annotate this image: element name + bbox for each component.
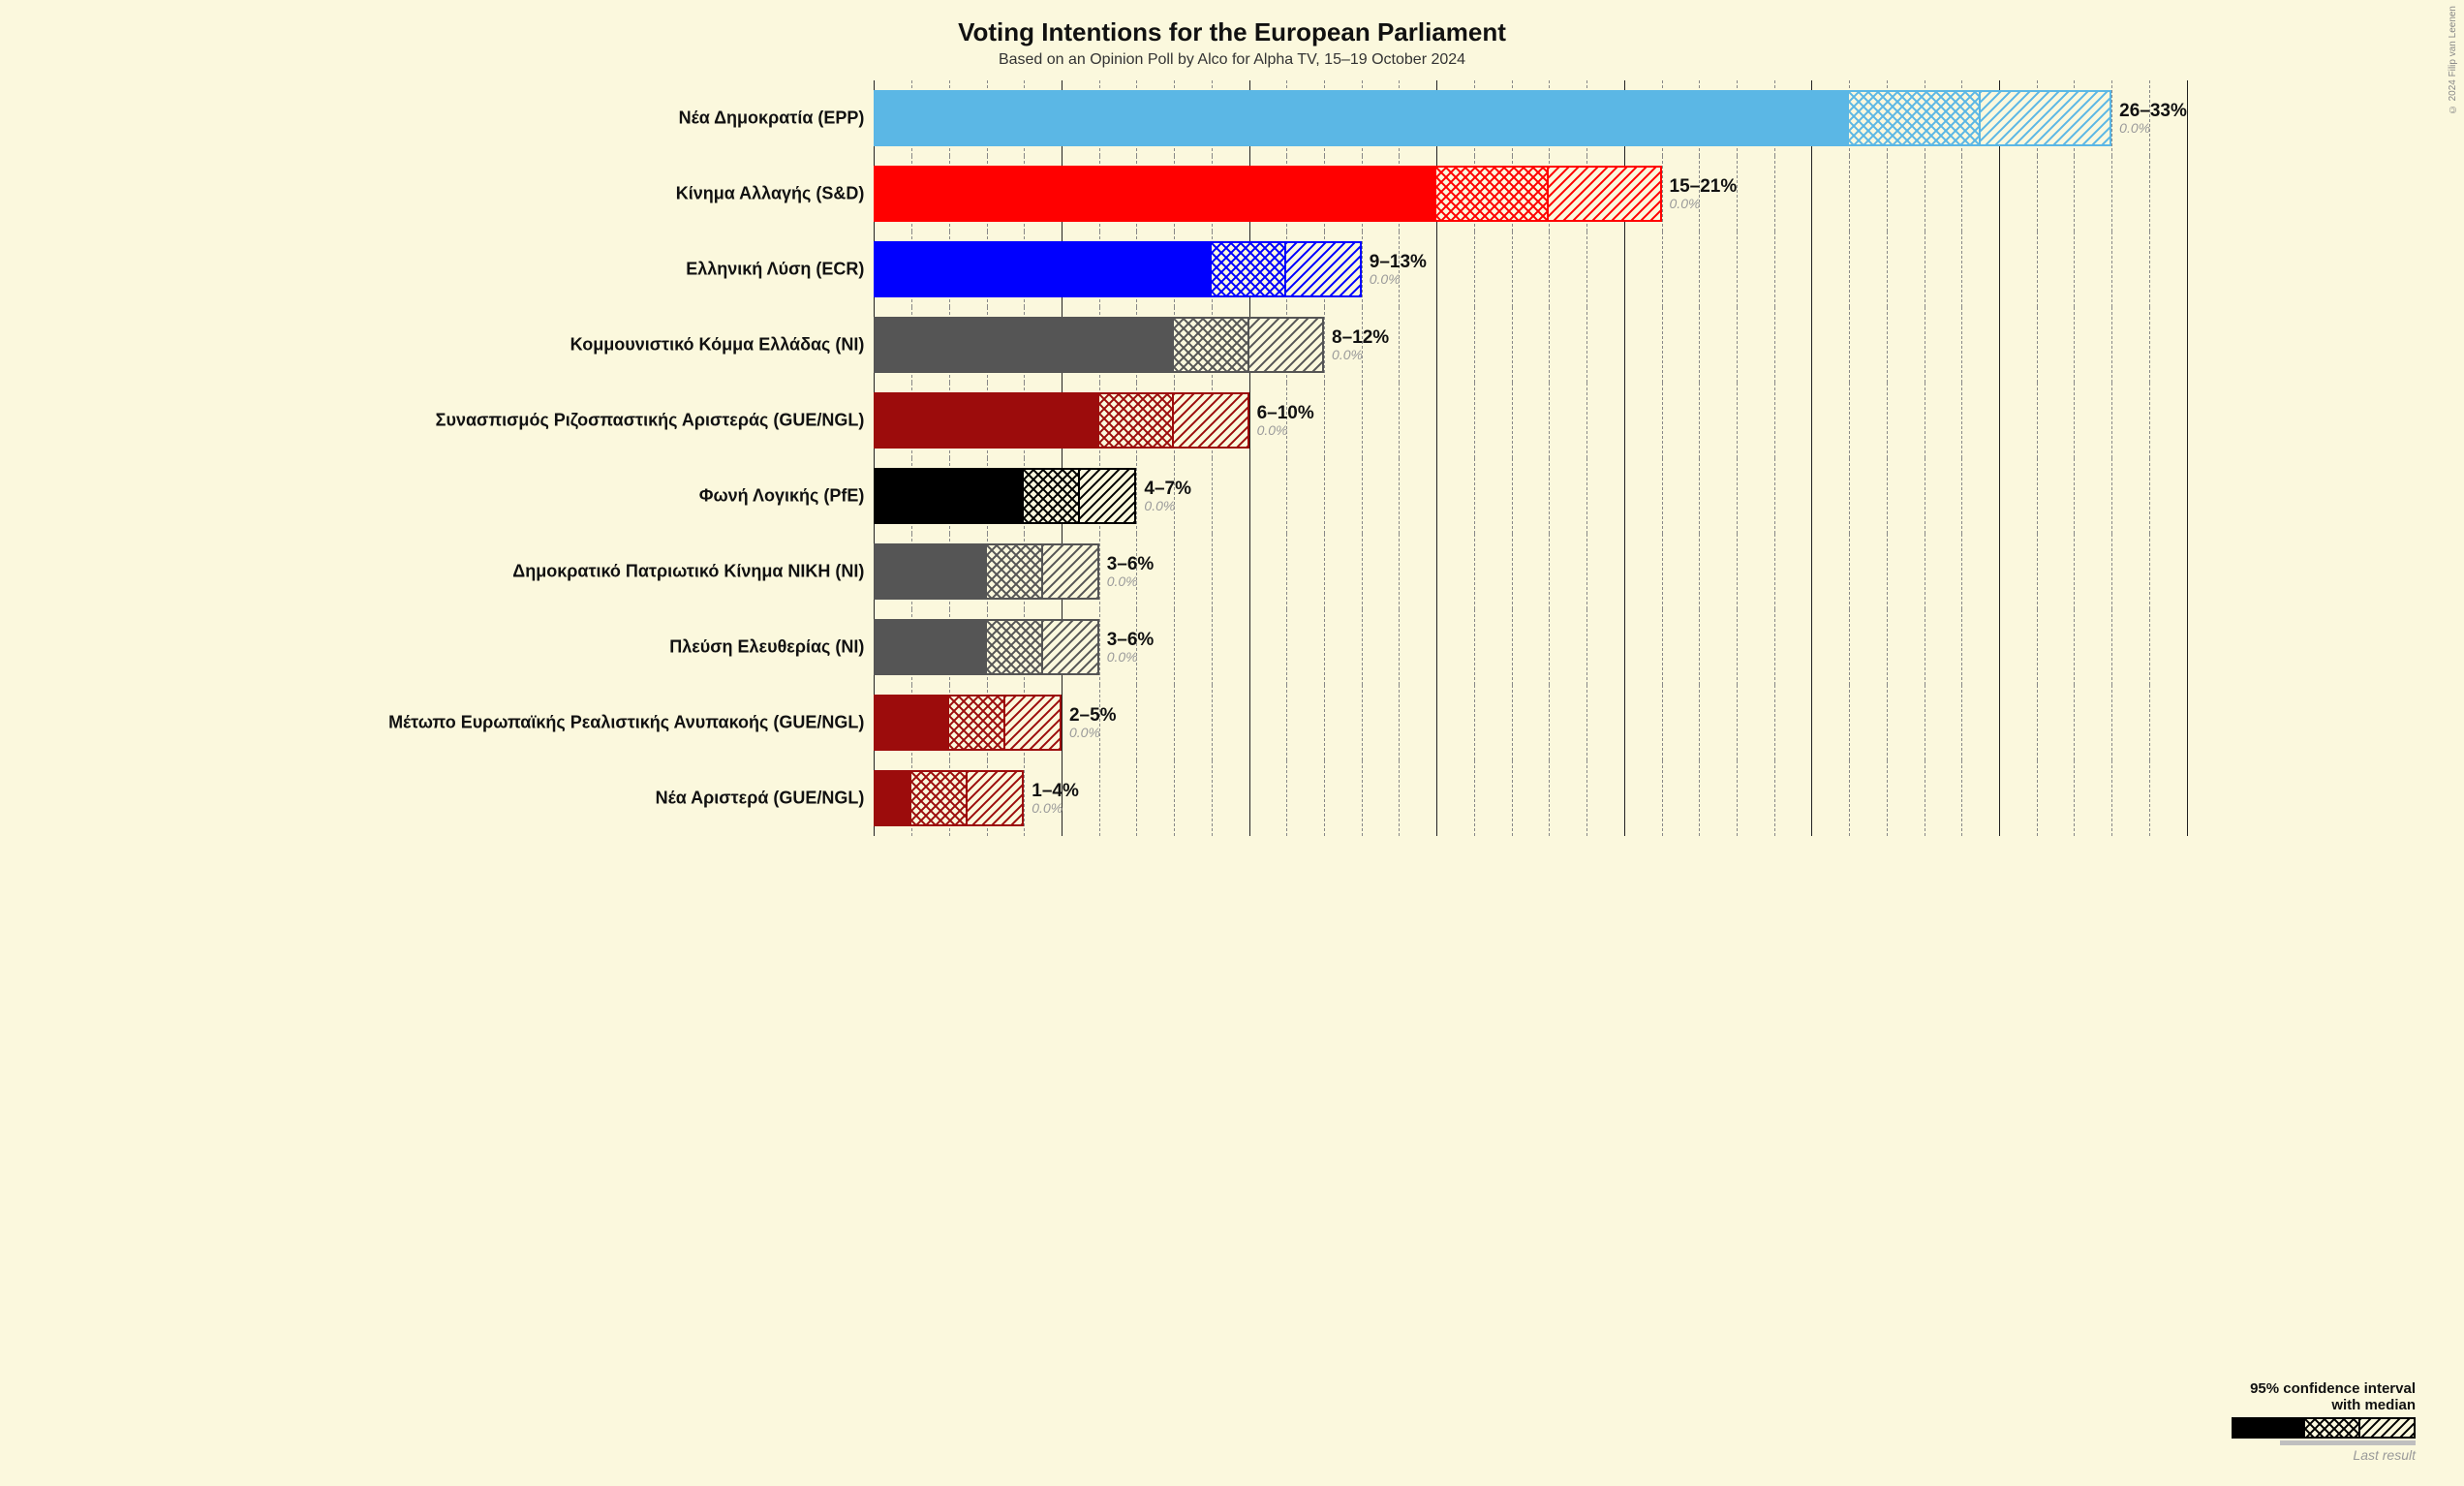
range-label: 4–7% <box>1144 479 1191 500</box>
last-result-label: 0.0% <box>1107 649 1155 665</box>
range-label: 26–33% <box>2119 101 2187 122</box>
bar-area: 1–4%0.0% <box>874 760 2186 836</box>
confidence-bar <box>874 392 1248 449</box>
value-labels: 15–21%0.0% <box>1670 176 1738 211</box>
last-result-label: 0.0% <box>1370 271 1427 287</box>
party-label: Μέτωπο Ευρωπαϊκής Ρεαλιστικής Ανυπακοής … <box>388 713 874 733</box>
range-label: 3–6% <box>1107 554 1155 575</box>
confidence-bar <box>874 695 1062 751</box>
confidence-bar <box>874 619 1098 675</box>
value-labels: 1–4%0.0% <box>1032 781 1079 816</box>
confidence-bar <box>874 770 1024 826</box>
last-result-label: 0.0% <box>1257 422 1314 438</box>
range-label: 2–5% <box>1069 705 1117 727</box>
value-labels: 4–7%0.0% <box>1144 479 1191 513</box>
bar-area: 26–33%0.0% <box>874 80 2186 156</box>
bar-area: 2–5%0.0% <box>874 685 2186 760</box>
legend-last-result-label: Last result <box>2232 1447 2416 1463</box>
last-result-label: 0.0% <box>1144 498 1191 513</box>
bar-area: 15–21%0.0% <box>874 156 2186 232</box>
party-label: Κομμουνιστικό Κόμμα Ελλάδας (NI) <box>570 335 875 356</box>
party-label: Φωνή Λογικής (PfE) <box>699 486 875 507</box>
range-label: 8–12% <box>1332 327 1389 349</box>
party-label: Δημοκρατικό Πατριωτικό Κίνημα ΝΙΚΗ (NI) <box>512 562 874 582</box>
value-labels: 6–10%0.0% <box>1257 403 1314 438</box>
legend-line-1: 95% confidence interval <box>2232 1380 2416 1397</box>
confidence-bar <box>874 241 1361 297</box>
chart-title: Voting Intentions for the European Parli… <box>39 17 2425 47</box>
confidence-bar <box>874 90 2111 146</box>
value-labels: 26–33%0.0% <box>2119 101 2187 136</box>
plot-area: Νέα Δημοκρατία (EPP)26–33%0.0%Κίνημα Αλλ… <box>39 80 2425 836</box>
party-label: Νέα Αριστερά (GUE/NGL) <box>656 789 875 809</box>
range-label: 15–21% <box>1670 176 1738 198</box>
party-row: Μέτωπο Ευρωπαϊκής Ρεαλιστικής Ανυπακοής … <box>39 685 2425 760</box>
legend-line-2: with median <box>2232 1397 2416 1413</box>
party-label: Νέα Δημοκρατία (EPP) <box>679 108 875 129</box>
chart-container: Voting Intentions for the European Parli… <box>0 0 2464 855</box>
range-label: 3–6% <box>1107 630 1155 651</box>
bar-area: 9–13%0.0% <box>874 232 2186 307</box>
last-result-label: 0.0% <box>1032 800 1079 816</box>
party-row: Κομμουνιστικό Κόμμα Ελλάδας (NI) 8–12%0.0… <box>39 307 2425 383</box>
value-labels: 3–6%0.0% <box>1107 630 1155 665</box>
bar-area: 4–7%0.0% <box>874 458 2186 534</box>
range-label: 1–4% <box>1032 781 1079 802</box>
bar-area: 3–6%0.0% <box>874 534 2186 609</box>
confidence-bar <box>874 468 1136 524</box>
value-labels: 8–12%0.0% <box>1332 327 1389 362</box>
party-row: Συνασπισμός Ριζοσπαστικής Αριστεράς (GUE… <box>39 383 2425 458</box>
party-row: Δημοκρατικό Πατριωτικό Κίνημα ΝΙΚΗ (NI) 3… <box>39 534 2425 609</box>
legend: 95% confidence interval with median Last… <box>2232 1380 2416 1463</box>
party-label: Κίνημα Αλλαγής (S&D) <box>676 184 875 204</box>
confidence-bar <box>874 543 1098 600</box>
legend-last-result-bar <box>2280 1440 2416 1445</box>
party-row: Πλεύση Ελευθερίας (NI) 3–6%0.0% <box>39 609 2425 685</box>
last-result-label: 0.0% <box>1107 573 1155 589</box>
value-labels: 9–13%0.0% <box>1370 252 1427 287</box>
bar-area: 8–12%0.0% <box>874 307 2186 383</box>
confidence-bar <box>874 166 1661 222</box>
range-label: 9–13% <box>1370 252 1427 273</box>
value-labels: 3–6%0.0% <box>1107 554 1155 589</box>
party-label: Συνασπισμός Ριζοσπαστικής Αριστεράς (GUE… <box>436 411 875 431</box>
party-row: Φωνή Λογικής (PfE) 4–7%0.0% <box>39 458 2425 534</box>
party-label: Πλεύση Ελευθερίας (NI) <box>669 637 874 658</box>
value-labels: 2–5%0.0% <box>1069 705 1117 740</box>
copyright-text: © 2024 Filip van Leenen <box>2448 6 2458 114</box>
bar-area: 3–6%0.0% <box>874 609 2186 685</box>
party-row: Ελληνική Λύση (ECR) 9–13%0.0% <box>39 232 2425 307</box>
last-result-label: 0.0% <box>1332 347 1389 362</box>
last-result-label: 0.0% <box>1670 196 1738 211</box>
party-row: Νέα Δημοκρατία (EPP) 26–33%0.0% <box>39 80 2425 156</box>
range-label: 6–10% <box>1257 403 1314 424</box>
last-result-label: 0.0% <box>1069 725 1117 740</box>
party-label: Ελληνική Λύση (ECR) <box>686 260 874 280</box>
legend-bar <box>2232 1417 2416 1439</box>
confidence-bar <box>874 317 1324 373</box>
party-row: Νέα Αριστερά (GUE/NGL) 1–4%0.0% <box>39 760 2425 836</box>
last-result-label: 0.0% <box>2119 120 2187 136</box>
party-row: Κίνημα Αλλαγής (S&D) 15–21%0.0% <box>39 156 2425 232</box>
chart-subtitle: Based on an Opinion Poll by Alco for Alp… <box>39 51 2425 69</box>
bar-area: 6–10%0.0% <box>874 383 2186 458</box>
